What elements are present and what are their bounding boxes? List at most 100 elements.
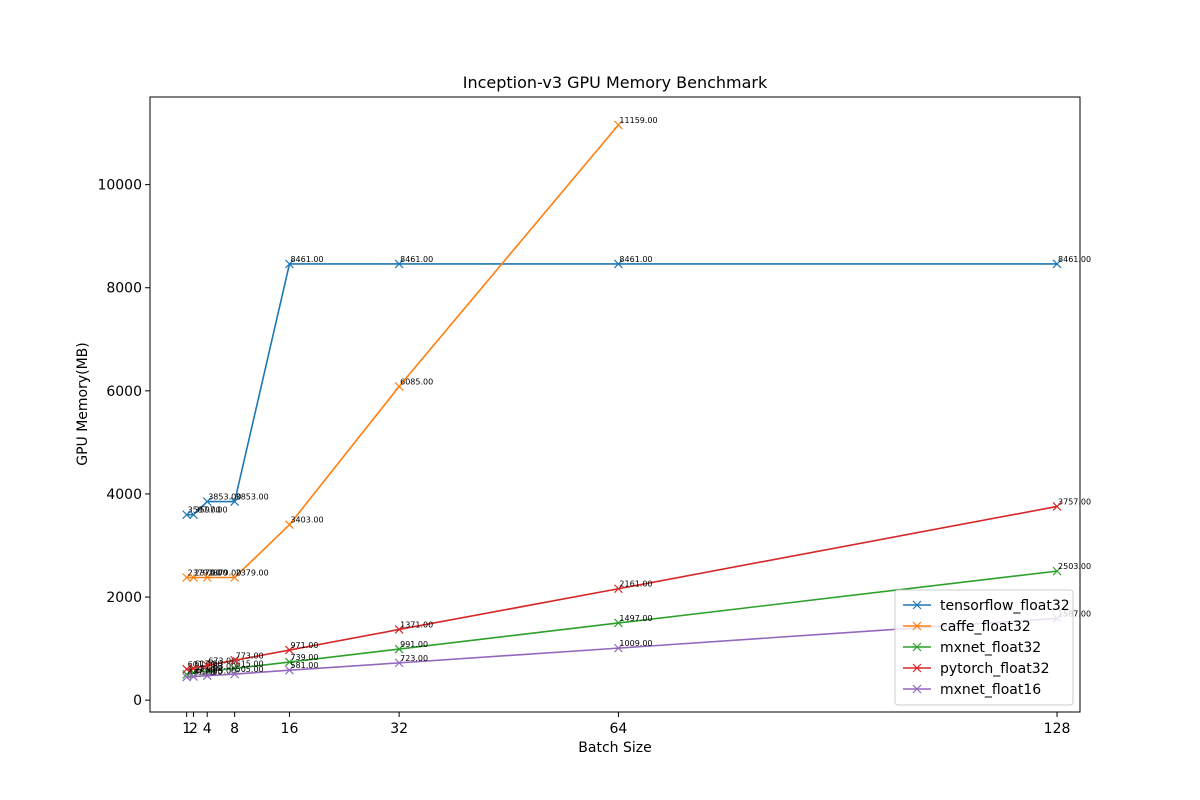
data-point-mxnet_float32	[189, 668, 198, 678]
data-point-mxnet_float32	[285, 657, 294, 667]
legend-marker	[912, 684, 922, 694]
legend-marker	[912, 642, 922, 652]
data-label-mxnet_float16: 505.00	[236, 665, 264, 674]
y-tick-label: 10000	[97, 178, 142, 194]
data-label-pytorch_float32: 2161.00	[619, 580, 652, 589]
data-point-caffe_float32	[394, 382, 404, 391]
series-line-mxnet_float32	[186, 570, 1058, 676]
x-tick-label: 8	[230, 721, 239, 737]
data-label-mxnet_float16: 447.00	[188, 668, 216, 677]
data-point-mxnet_float16	[202, 671, 212, 681]
y-tick-label: 0	[133, 693, 142, 709]
data-label-tensorflow_float32: 8461.00	[290, 255, 323, 264]
data-point-caffe_float32	[189, 573, 198, 582]
y-tick-label: 4000	[106, 487, 142, 503]
data-point-pytorch_float32	[394, 625, 404, 634]
data-label-mxnet_float32: 1497.00	[619, 614, 652, 623]
legend-label: tensorflow_float32	[940, 598, 1070, 614]
data-label-caffe_float32: 2379.00	[188, 569, 221, 578]
legend-item-mxnet_float32: mxnet_float32	[903, 640, 1041, 656]
data-label-tensorflow_float32: 3597.00	[188, 506, 221, 515]
data-label-tensorflow_float32: 3597.00	[195, 506, 228, 515]
legend-item-tensorflow_float32: tensorflow_float32	[903, 598, 1070, 614]
data-label-mxnet_float16: 723.00	[400, 654, 428, 663]
data-label-mxnet_float16: 1009.00	[619, 639, 652, 648]
data-point-tensorflow_float32	[189, 510, 198, 520]
plot-frame	[149, 96, 1081, 713]
data-point-pytorch_float32	[285, 645, 294, 655]
data-label-mxnet_float32: 2503.00	[1058, 562, 1091, 571]
data-label-tensorflow_float32: 8461.00	[1058, 255, 1091, 264]
x-tick-label: 128	[1044, 721, 1071, 737]
data-label-mxnet_float32: 531.00	[195, 664, 223, 673]
data-label-mxnet_float32: 499.00	[188, 665, 216, 674]
data-point-caffe_float32	[182, 573, 192, 582]
data-point-pytorch_float32	[202, 661, 212, 670]
data-point-tensorflow_float32	[394, 259, 404, 269]
data-point-mxnet_float16	[230, 669, 240, 679]
data-point-mxnet_float16	[614, 643, 623, 653]
series-line-pytorch_float32	[186, 505, 1058, 670]
data-point-caffe_float32	[285, 520, 294, 530]
y-tick-label: 6000	[106, 384, 142, 400]
data-label-caffe_float32: 2379.00	[236, 569, 269, 578]
x-tick-label: 4	[203, 721, 212, 737]
data-point-caffe_float32	[202, 573, 212, 582]
data-point-pytorch_float32	[614, 584, 623, 594]
series-line-mxnet_float16	[186, 617, 1058, 678]
data-label-pytorch_float32: 673.00	[208, 656, 236, 665]
chart-title: Inception-v3 GPU Memory Benchmark	[463, 73, 768, 92]
x-tick-label: 1	[182, 721, 191, 737]
series-caffe_float32: 2379.002379.002379.002379.003403.006085.…	[182, 116, 658, 582]
series-pytorch_float32: 601.00617.00673.00773.00971.001371.00216…	[182, 497, 1091, 674]
y-tick-label: 8000	[106, 281, 142, 297]
data-point-mxnet_float16	[189, 672, 198, 682]
data-label-caffe_float32: 2379.00	[208, 569, 241, 578]
data-point-mxnet_float16	[182, 672, 192, 682]
data-label-caffe_float32: 2379.00	[195, 569, 228, 578]
data-label-pytorch_float32: 773.00	[236, 651, 264, 660]
data-label-caffe_float32: 3403.00	[290, 516, 323, 525]
legend-item-pytorch_float32: pytorch_float32	[903, 661, 1050, 677]
data-label-tensorflow_float32: 3853.00	[236, 493, 269, 502]
x-tick-label: 64	[610, 721, 628, 737]
data-point-pytorch_float32	[1052, 502, 1062, 511]
data-label-pytorch_float32: 3757.00	[1058, 497, 1091, 506]
data-label-tensorflow_float32: 8461.00	[400, 255, 433, 264]
data-point-pytorch_float32	[189, 663, 198, 673]
legend-marker	[912, 663, 922, 673]
data-point-tensorflow_float32	[1052, 259, 1062, 269]
data-point-mxnet_float32	[394, 644, 404, 654]
data-label-mxnet_float16: 581.00	[290, 661, 318, 670]
y-axis-label: GPU Memory(MB)	[75, 342, 91, 466]
data-label-caffe_float32: 6085.00	[400, 377, 433, 386]
data-label-caffe_float32: 11159.00	[619, 116, 657, 125]
legend-marker	[912, 621, 922, 631]
data-point-mxnet_float32	[1052, 566, 1062, 576]
data-label-mxnet_float32: 991.00	[400, 640, 428, 649]
data-point-tensorflow_float32	[285, 259, 294, 269]
x-axis-label: Batch Size	[578, 740, 651, 756]
x-tick-label: 16	[281, 721, 299, 737]
legend-box	[894, 589, 1074, 706]
legend-label: caffe_float32	[940, 619, 1031, 635]
data-label-mxnet_float16: 1587.00	[1058, 609, 1091, 618]
data-point-pytorch_float32	[230, 655, 240, 665]
data-label-tensorflow_float32: 8461.00	[619, 255, 652, 264]
data-point-tensorflow_float32	[202, 497, 212, 506]
data-point-caffe_float32	[614, 120, 623, 130]
legend-marker	[912, 600, 922, 610]
data-label-pytorch_float32: 971.00	[290, 641, 318, 650]
legend-label: pytorch_float32	[940, 661, 1050, 677]
data-label-mxnet_float16: 457.00	[195, 668, 223, 677]
data-point-tensorflow_float32	[614, 259, 623, 269]
data-point-mxnet_float16	[394, 658, 404, 668]
data-label-pytorch_float32: 601.00	[188, 660, 216, 669]
data-point-mxnet_float16	[285, 665, 294, 675]
data-label-mxnet_float32: 563.00	[208, 662, 236, 671]
x-tick-label: 32	[390, 721, 408, 737]
